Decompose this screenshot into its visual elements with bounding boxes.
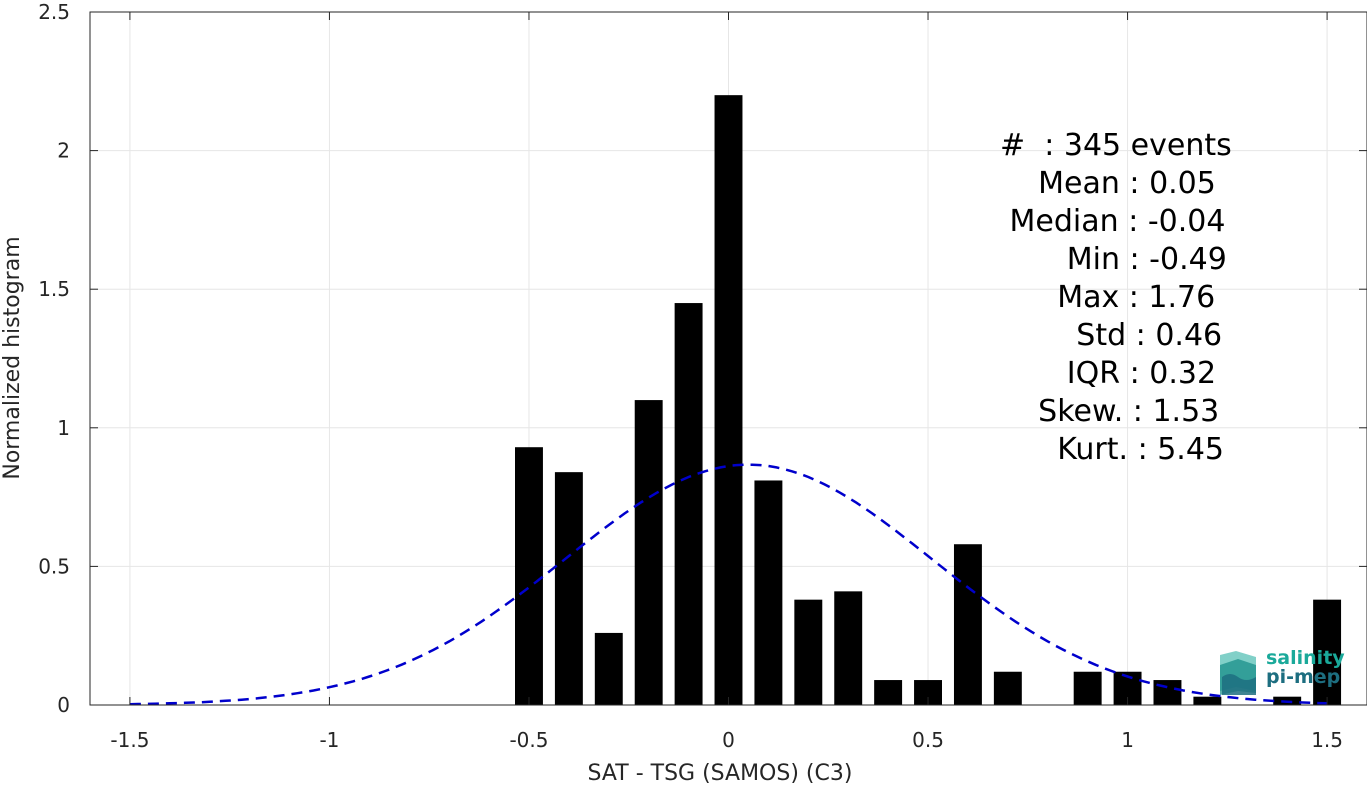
y-tick-label: 0 — [57, 693, 70, 717]
histogram-bar — [554, 472, 583, 705]
y-tick-label: 2.5 — [38, 0, 70, 24]
x-tick-label: 0.5 — [912, 728, 944, 752]
histogram-bar — [714, 95, 743, 705]
salinity-pi-mep-logo: salinity pi-mep — [1216, 645, 1348, 697]
x-tick-label: -0.5 — [509, 728, 548, 752]
stat-skew: Skew. : 1.53 — [1000, 394, 1220, 429]
histogram-bar — [993, 671, 1022, 705]
histogram-bar — [594, 632, 623, 705]
y-axis-ticks: 0 0.5 1 1.5 2 2.5 — [38, 0, 1367, 717]
stat-events: # : 345 events — [1000, 128, 1232, 163]
y-tick-label: 1 — [57, 416, 70, 440]
logo-icon — [1220, 651, 1256, 695]
histogram-bar — [515, 447, 543, 705]
histogram-bar — [874, 680, 903, 705]
y-tick-label: 0.5 — [38, 554, 70, 578]
histogram-bar — [754, 480, 783, 705]
y-tick-label: 1.5 — [38, 277, 70, 301]
stat-iqr: IQR : 0.32 — [1000, 356, 1217, 391]
logo-line-2: pi-mep — [1266, 666, 1341, 688]
stat-kurt: Kurt. : 5.45 — [1000, 432, 1225, 467]
normal-fit-curve — [129, 463, 1328, 706]
x-axis-ticks: -1.5 -1 -0.5 0 0.5 1 1.5 — [110, 12, 1343, 752]
stat-median: Median : -0.04 — [1000, 204, 1226, 239]
stat-max: Max : 1.76 — [1000, 280, 1216, 315]
x-tick-label: 1.5 — [1311, 728, 1343, 752]
logo-text: salinity pi-mep — [1266, 649, 1345, 687]
histogram-bar — [634, 400, 663, 705]
histogram-bar — [1313, 599, 1342, 705]
histogram-bar — [1073, 671, 1102, 705]
x-tick-label: 0 — [722, 728, 735, 752]
x-tick-label: -1.5 — [110, 728, 149, 752]
x-tick-label: 1 — [1121, 728, 1134, 752]
histogram-bar — [674, 303, 703, 705]
stat-std: Std : 0.46 — [1000, 318, 1223, 353]
histogram-bar — [1193, 696, 1222, 705]
stat-mean: Mean : 0.05 — [1000, 166, 1216, 201]
x-tick-label: -1 — [319, 728, 339, 752]
x-axis-label: SAT - TSG (SAMOS) (C3) — [588, 761, 853, 785]
histogram-bar — [834, 591, 863, 705]
stat-min: Min : -0.49 — [1000, 242, 1227, 277]
y-tick-label: 2 — [57, 139, 70, 163]
histogram-bars — [515, 95, 1342, 705]
y-axis-label: Normalized histogram — [0, 236, 25, 479]
logo-line-1: salinity — [1266, 647, 1345, 669]
histogram-bar — [794, 599, 823, 705]
histogram-bar — [953, 544, 982, 705]
statistics-box: # : 345 events Mean : 0.05 Median : -0.0… — [1000, 127, 1300, 469]
